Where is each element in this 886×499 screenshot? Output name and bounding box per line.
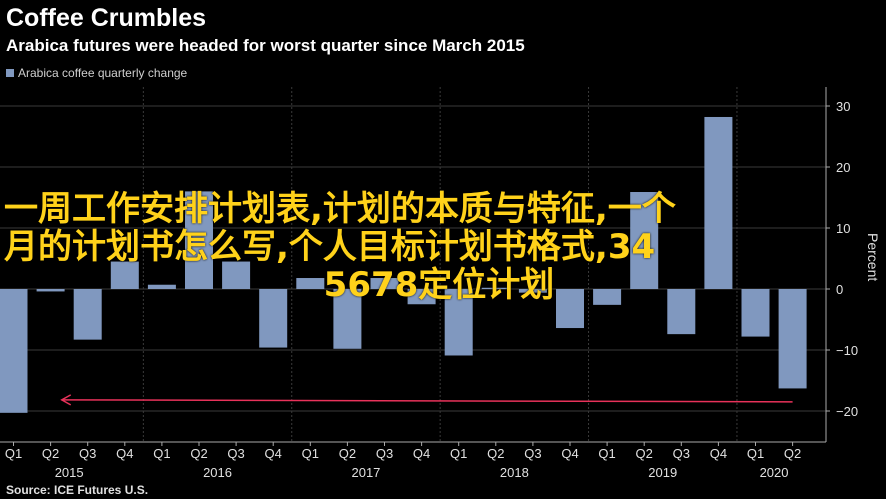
quarter-label: Q3 — [673, 446, 690, 461]
y-axis-label: Percent — [865, 233, 881, 281]
quarter-label: Q4 — [561, 446, 578, 461]
annotation-arrow-head — [60, 394, 72, 406]
quarter-label: Q1 — [5, 446, 22, 461]
quarter-label: Q2 — [784, 446, 801, 461]
bar — [333, 289, 362, 349]
year-label: 2020 — [760, 465, 789, 480]
bar — [73, 289, 102, 340]
bar — [0, 289, 28, 413]
overlay-line-3: 5678定位计划 — [323, 265, 555, 305]
y-tick-label: 10 — [836, 221, 850, 236]
quarter-label: Q2 — [636, 446, 653, 461]
bar — [556, 289, 584, 329]
source-note: Source: ICE Futures U.S. — [6, 483, 149, 497]
bar — [147, 284, 176, 289]
bar — [407, 289, 436, 305]
bar — [36, 289, 65, 292]
bar — [593, 289, 622, 305]
y-tick-label: 0 — [836, 282, 843, 297]
bar — [518, 289, 547, 293]
y-tick-label: 20 — [836, 160, 850, 175]
quarter-label: Q2 — [190, 446, 207, 461]
bar — [296, 278, 325, 289]
overlay-line-2: 月的计划书怎么写,个人目标计划书格式,34 — [4, 227, 656, 267]
y-tick-label: −20 — [836, 404, 858, 419]
quarter-label: Q4 — [265, 446, 282, 461]
chart-title: Coffee Crumbles — [6, 4, 207, 32]
y-tick-label: 30 — [836, 99, 850, 114]
quarter-label: Q4 — [413, 446, 430, 461]
bar — [704, 116, 733, 289]
quarter-label: Q2 — [339, 446, 356, 461]
legend-swatch — [6, 69, 14, 77]
bar — [110, 261, 139, 289]
y-tick-label: −10 — [836, 343, 858, 358]
quarter-label: Q2 — [42, 446, 59, 461]
quarter-label: Q1 — [598, 446, 615, 461]
bar — [778, 289, 807, 389]
annotation-arrow-line — [61, 399, 793, 403]
quarter-label: Q2 — [487, 446, 504, 461]
quarter-label: Q4 — [710, 446, 727, 461]
bar — [741, 289, 770, 337]
quarter-label: Q1 — [450, 446, 467, 461]
year-label: 2015 — [55, 465, 84, 480]
quarter-label: Q3 — [524, 446, 541, 461]
quarter-label: Q1 — [302, 446, 319, 461]
bar — [630, 192, 659, 289]
quarter-label: Q1 — [153, 446, 170, 461]
quarter-label: Q1 — [747, 446, 764, 461]
legend: Arabica coffee quarterly change — [6, 66, 187, 80]
year-label: 2019 — [648, 465, 677, 480]
legend-label: Arabica coffee quarterly change — [18, 66, 188, 80]
quarter-label: Q4 — [116, 446, 133, 461]
year-label: 2018 — [500, 465, 529, 480]
chart-subtitle: Arabica futures were headed for worst qu… — [6, 36, 525, 55]
bar — [370, 278, 399, 289]
bar — [185, 191, 213, 289]
bar — [444, 289, 473, 356]
overlay-line-1: 一周工作安排计划表,计划的本质与特征,一个 — [4, 189, 676, 229]
year-label: 2016 — [203, 465, 232, 480]
bar — [481, 287, 510, 289]
watermark-overlay-text: 一周工作安排计划表,计划的本质与特征,一个 月的计划书怎么写,个人目标计划书格式… — [4, 190, 834, 304]
bar — [222, 261, 251, 289]
quarter-label: Q3 — [227, 446, 244, 461]
bar — [667, 289, 696, 335]
year-label: 2017 — [351, 465, 380, 480]
quarter-label: Q3 — [79, 446, 96, 461]
bar — [259, 289, 288, 348]
quarter-label: Q3 — [376, 446, 393, 461]
